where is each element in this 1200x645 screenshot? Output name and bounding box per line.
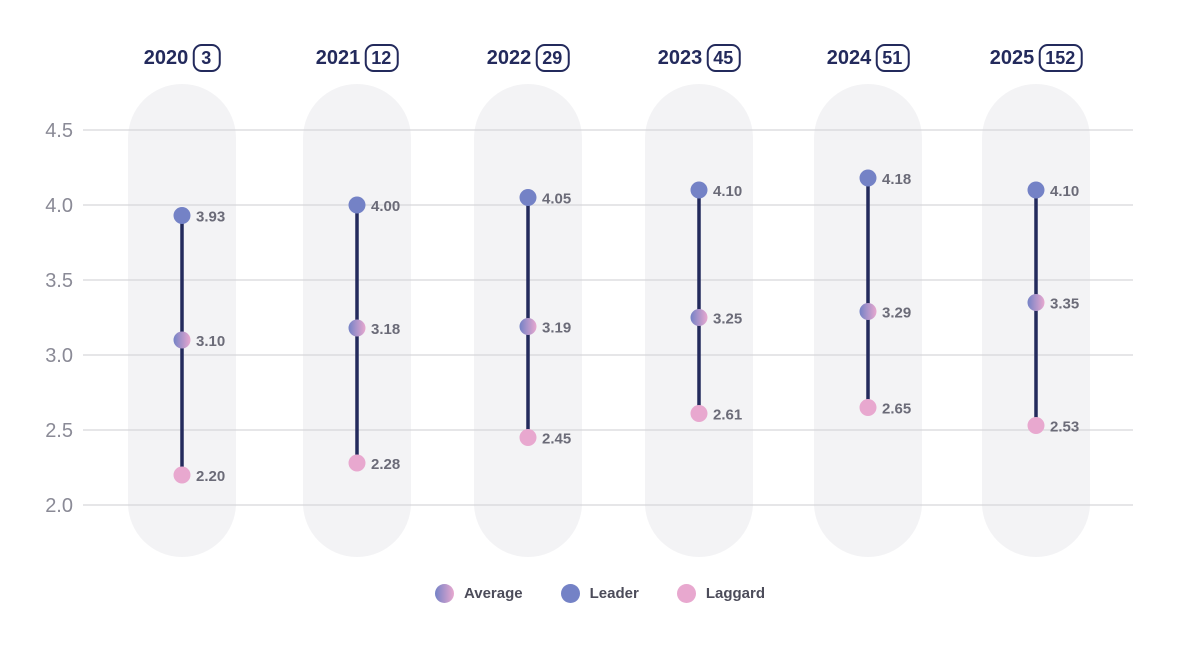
legend: Average Leader Laggard bbox=[0, 584, 1200, 603]
legend-item-laggard: Laggard bbox=[676, 584, 766, 603]
laggard-point bbox=[1027, 417, 1045, 434]
average-point bbox=[519, 318, 537, 335]
count-badge: 51 bbox=[875, 44, 910, 72]
leader-point bbox=[519, 189, 537, 206]
average-point bbox=[859, 303, 877, 320]
leader-point bbox=[1027, 181, 1045, 199]
legend-swatch-laggard bbox=[676, 584, 696, 603]
legend-label-leader: Leader bbox=[589, 585, 639, 602]
average-value-label: 3.18 bbox=[371, 321, 400, 338]
y-tick-label: 4.5 bbox=[45, 120, 73, 142]
average-value-label: 3.35 bbox=[1050, 296, 1079, 313]
leader-point bbox=[859, 169, 877, 187]
legend-item-average: Average bbox=[434, 584, 523, 603]
column-header: 2024 51 bbox=[827, 44, 910, 72]
count-badge: 45 bbox=[706, 44, 741, 72]
average-point bbox=[348, 319, 366, 337]
leader-value-label: 4.00 bbox=[371, 198, 400, 215]
laggard-point bbox=[519, 429, 537, 446]
laggard-point bbox=[690, 405, 708, 422]
laggard-point bbox=[348, 454, 366, 472]
y-tick-label: 3.5 bbox=[45, 270, 73, 292]
laggard-value-label: 2.65 bbox=[882, 401, 911, 418]
average-point bbox=[173, 331, 191, 349]
leader-value-label: 4.10 bbox=[1050, 183, 1079, 200]
column-header: 2025 152 bbox=[990, 44, 1083, 72]
average-value-label: 3.29 bbox=[882, 305, 911, 322]
legend-item-leader: Leader bbox=[560, 584, 639, 603]
y-tick-label: 2.5 bbox=[45, 420, 73, 442]
year-label: 2020 bbox=[143, 46, 189, 69]
laggard-value-label: 2.61 bbox=[713, 407, 742, 424]
average-value-label: 3.19 bbox=[542, 320, 571, 337]
year-label: 2021 bbox=[315, 46, 361, 69]
leader-value-label: 4.10 bbox=[713, 183, 742, 200]
laggard-point bbox=[173, 466, 191, 484]
average-point bbox=[690, 309, 708, 326]
column-header: 2021 12 bbox=[316, 44, 399, 72]
year-label: 2025 bbox=[989, 46, 1035, 69]
leader-value-label: 3.93 bbox=[196, 209, 225, 226]
average-value-label: 3.25 bbox=[713, 311, 742, 328]
laggard-value-label: 2.20 bbox=[196, 468, 225, 485]
column-header: 2022 29 bbox=[487, 44, 570, 72]
average-point bbox=[1027, 294, 1045, 311]
y-tick-label: 2.0 bbox=[45, 495, 73, 517]
leader-point bbox=[348, 196, 366, 214]
count-badge: 3 bbox=[192, 44, 221, 72]
count-badge: 29 bbox=[535, 44, 570, 72]
leader-value-label: 4.05 bbox=[542, 191, 571, 208]
leader-value-label: 4.18 bbox=[882, 171, 911, 188]
count-badge: 152 bbox=[1038, 44, 1083, 72]
average-value-label: 3.10 bbox=[196, 333, 225, 350]
legend-label-average: Average bbox=[463, 585, 523, 602]
legend-swatch-average bbox=[434, 584, 454, 603]
year-label: 2023 bbox=[657, 46, 703, 69]
legend-swatch-leader bbox=[560, 584, 580, 603]
leader-point bbox=[690, 181, 708, 199]
y-tick-label: 3.0 bbox=[45, 345, 73, 367]
laggard-value-label: 2.28 bbox=[371, 456, 400, 473]
count-badge: 12 bbox=[364, 44, 399, 72]
year-label: 2024 bbox=[826, 46, 872, 69]
leader-point bbox=[173, 207, 191, 224]
year-label: 2022 bbox=[486, 46, 532, 69]
y-tick-label: 4.0 bbox=[45, 195, 73, 217]
column-header: 2023 45 bbox=[658, 44, 741, 72]
column-header: 2020 3 bbox=[144, 44, 221, 72]
laggard-value-label: 2.45 bbox=[542, 431, 571, 448]
laggard-value-label: 2.53 bbox=[1050, 419, 1079, 436]
laggard-point bbox=[859, 399, 877, 416]
legend-label-laggard: Laggard bbox=[705, 585, 766, 602]
